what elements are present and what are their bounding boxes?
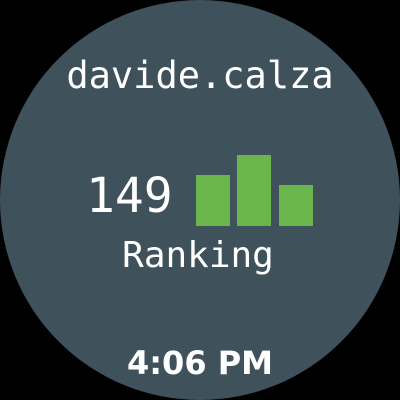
- bar-chart-icon-bar-2: [237, 155, 271, 226]
- ranking-label: Ranking: [122, 235, 274, 276]
- bar-chart-icon-bar-1: [196, 175, 230, 226]
- ranking-value: 149: [86, 168, 173, 224]
- username-label: davide.calza: [66, 54, 334, 97]
- bar-chart-icon-bar-3: [279, 185, 313, 226]
- bar-chart-icon: [196, 154, 316, 226]
- clock-time: 4:06 PM: [126, 344, 274, 382]
- ranking-row: 149: [0, 150, 400, 230]
